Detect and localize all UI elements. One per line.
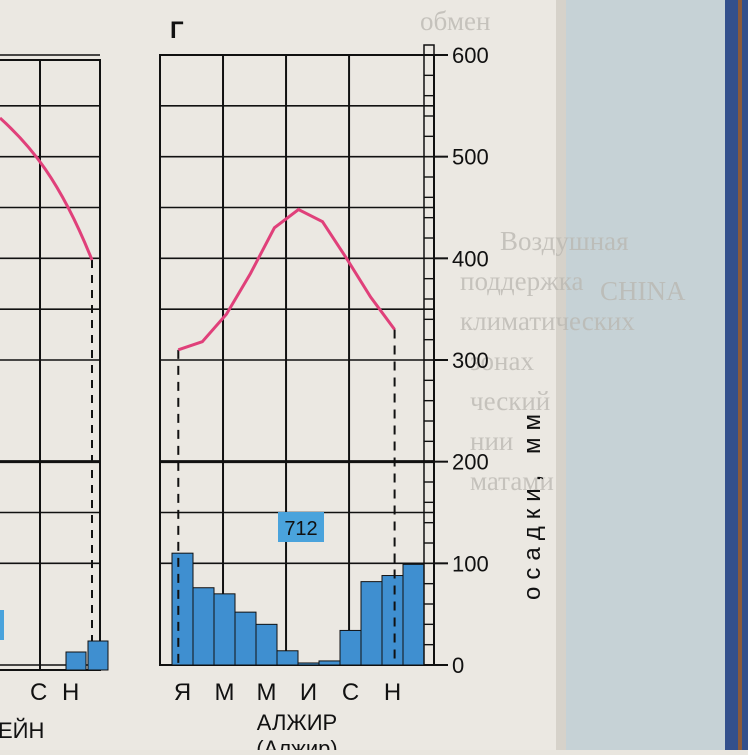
precipitation-bar-3 bbox=[213, 593, 236, 666]
precipitation-bar-11 bbox=[381, 575, 404, 666]
precipitation-bar-10 bbox=[360, 581, 383, 666]
book-edge bbox=[725, 0, 748, 750]
left-temperature-line bbox=[0, 116, 94, 261]
svg-text:климатических: климатических bbox=[460, 306, 635, 336]
y-tick-label-100: 100 bbox=[452, 551, 489, 576]
page-edge-shadow bbox=[556, 0, 566, 750]
month-label-3: М bbox=[257, 679, 277, 706]
left-chart-panel: С Н ЕЙН bbox=[0, 54, 109, 743]
total-precipitation-value: 712 bbox=[284, 518, 317, 540]
dashed-guides bbox=[177, 329, 396, 665]
temperature-line bbox=[177, 207, 396, 352]
precipitation-bar-2 bbox=[192, 587, 215, 666]
month-label-1: Я bbox=[174, 679, 191, 706]
y-tick-label-300: 300 bbox=[452, 348, 489, 373]
y-tick-label-500: 500 bbox=[452, 145, 489, 170]
precipitation-bar-5 bbox=[255, 623, 278, 666]
left-chart-frame bbox=[0, 59, 101, 671]
svg-text:ческий: ческий bbox=[470, 386, 550, 416]
svg-text:обмен: обмен bbox=[420, 6, 491, 36]
precipitation-bar-6 bbox=[276, 650, 299, 666]
left-bar-december bbox=[87, 640, 109, 671]
svg-text:поддержка: поддержка bbox=[460, 266, 583, 296]
city-label: АЛЖИР bbox=[257, 710, 337, 735]
left-city-label: ЕЙН bbox=[0, 718, 44, 743]
adjacent-page bbox=[560, 0, 748, 750]
y-tick-label-0: 0 bbox=[452, 653, 464, 678]
bleed-through-text: обмен Воздушная поддержка климатических … bbox=[420, 6, 686, 496]
y-tick-label-400: 400 bbox=[452, 246, 489, 271]
month-label-6: Н bbox=[384, 679, 401, 706]
month-label-2: М bbox=[215, 679, 235, 706]
svg-text:матами: матами bbox=[470, 466, 554, 496]
page-paper bbox=[0, 0, 560, 750]
precipitation-bar-12 bbox=[402, 563, 425, 666]
svg-text:Воздушная: Воздушная bbox=[500, 226, 629, 256]
total-precipitation-badge bbox=[278, 512, 324, 542]
y-tick-label-200: 200 bbox=[452, 450, 489, 475]
month-label-4: И bbox=[300, 679, 317, 706]
y-tick-label-600: 600 bbox=[452, 43, 489, 68]
svg-text:зонах: зонах bbox=[470, 346, 534, 376]
month-label-5: С bbox=[342, 679, 359, 706]
left-month-label-n: Н bbox=[62, 679, 79, 706]
left-horizontal-grid bbox=[0, 54, 100, 666]
left-bar-november bbox=[65, 651, 87, 671]
precipitation-bar-7 bbox=[297, 662, 320, 666]
precipitation-bar-9 bbox=[339, 629, 362, 666]
precipitation-bars bbox=[171, 552, 425, 666]
svg-text:нии: нии bbox=[470, 426, 513, 456]
y-axis-title: осадки, мм bbox=[519, 407, 546, 600]
precipitation-axis: 0 100 200 300 400 500 600 bbox=[423, 43, 489, 678]
left-month-label-s: С bbox=[30, 679, 47, 706]
panel-letter: Г bbox=[170, 17, 184, 44]
city-sublabel: (Алжир) bbox=[256, 736, 337, 750]
precipitation-bar-4 bbox=[234, 611, 257, 666]
left-badge-edge bbox=[0, 610, 4, 640]
precipitation-bar-1 bbox=[171, 552, 194, 666]
svg-text:CHINA: CHINA bbox=[600, 276, 686, 306]
precipitation-bar-8 bbox=[318, 660, 341, 666]
